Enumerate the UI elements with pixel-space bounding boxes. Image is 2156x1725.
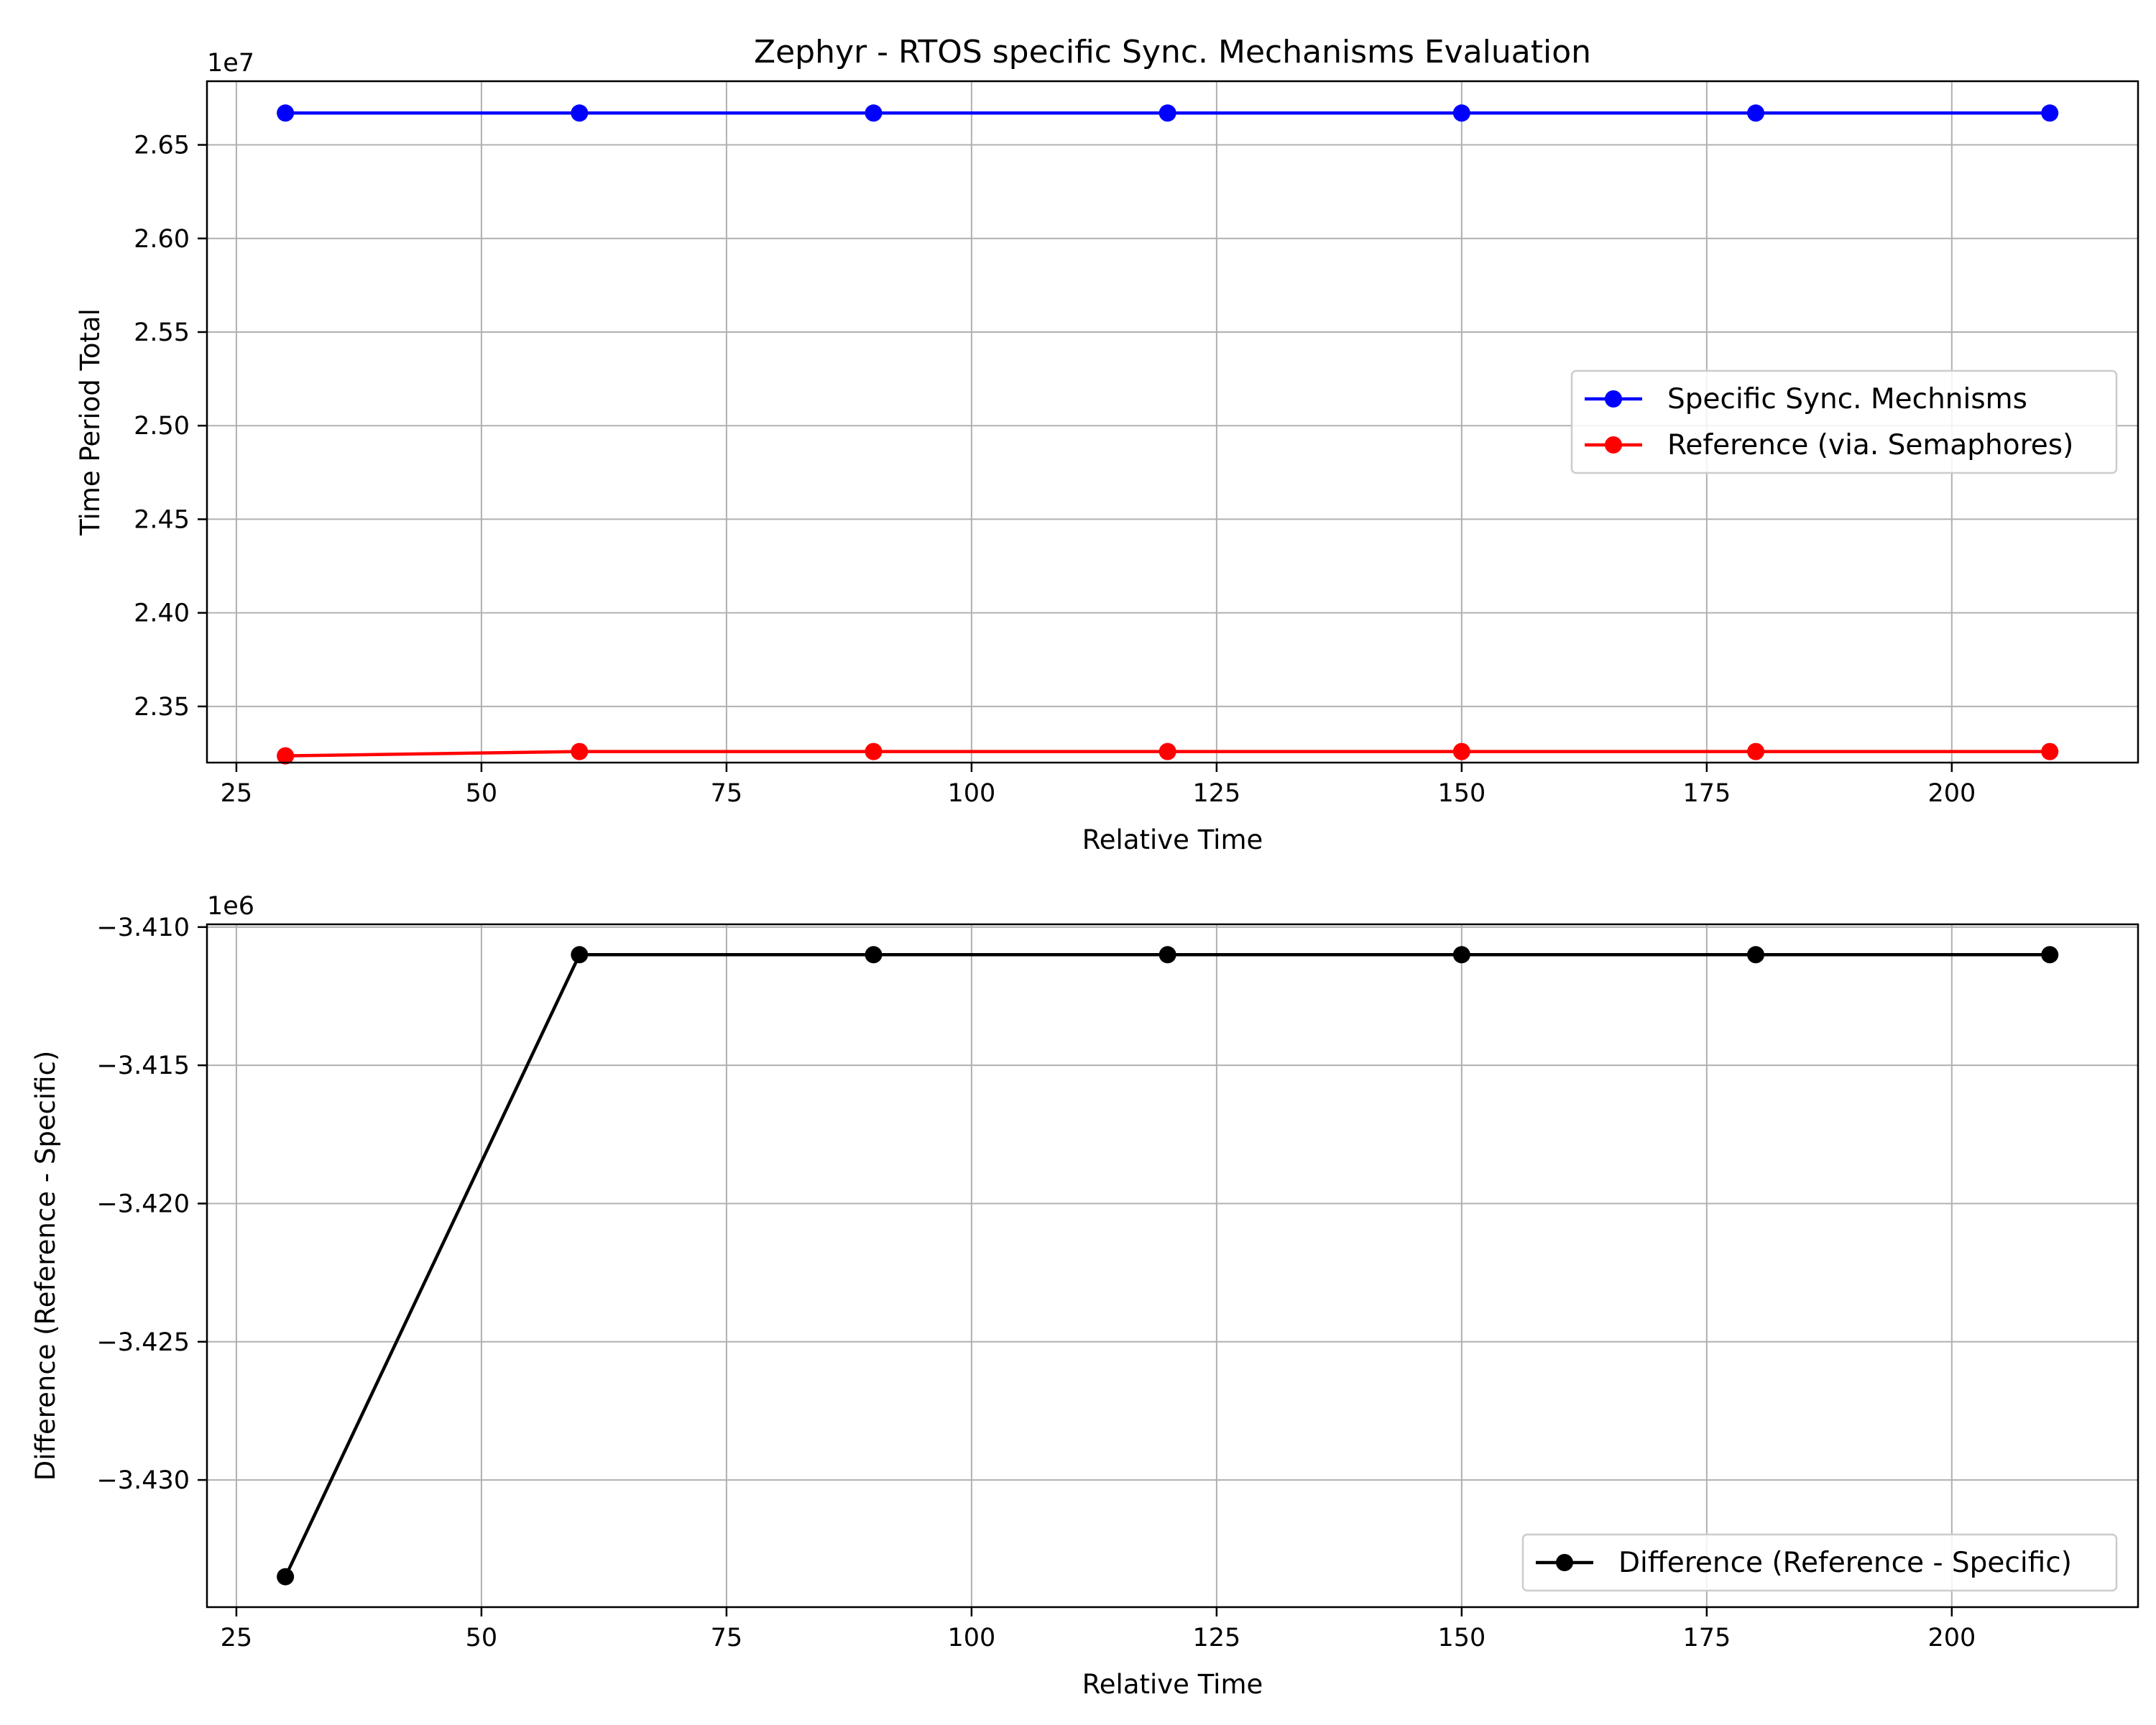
y-tick-label: −3.420 [96, 1190, 190, 1218]
y-tick-label: −3.415 [96, 1052, 190, 1080]
y-axis-label: Time Period Total [75, 308, 106, 536]
x-axis-label: Relative Time [1082, 824, 1263, 855]
x-tick-label: 150 [1437, 1624, 1485, 1652]
x-tick-label: 200 [1927, 1624, 1976, 1652]
legend-box [1521, 1533, 2118, 1592]
data-point [1452, 742, 1470, 760]
x-tick-label: 175 [1682, 779, 1731, 808]
data-point [1158, 104, 1176, 122]
y-tick-label: −3.425 [96, 1328, 190, 1357]
x-tick-label: 75 [711, 779, 743, 808]
data-point [2041, 104, 2059, 122]
y-tick-label: 2.40 [134, 599, 190, 628]
legend-marker [1605, 436, 1622, 454]
x-tick-label: 25 [221, 1624, 253, 1652]
legend-item: Difference (Reference - Specific) [1536, 1547, 2072, 1579]
x-tick-label: 200 [1927, 779, 1976, 808]
y-axis-label: Difference (Reference - Specific) [30, 1051, 61, 1481]
x-tick-label: 175 [1682, 1624, 1731, 1652]
legend-marker [1605, 390, 1622, 408]
x-tick-label: 75 [711, 1624, 743, 1652]
x-tick-label: 150 [1437, 779, 1485, 808]
x-tick-label: 25 [221, 779, 253, 808]
y-tick-label: 2.35 [134, 693, 190, 722]
chart-title: Zephyr - RTOS specific Sync. Mechanisms … [754, 34, 1591, 70]
plot-frame [206, 923, 2139, 1609]
legend: Difference (Reference - Specific) [1521, 1533, 2118, 1592]
y-tick-label: −3.430 [96, 1466, 190, 1495]
data-point [865, 104, 883, 122]
series-specific-sync-mechnisms [277, 104, 2059, 122]
legend: Specific Sync. Mechnisms Reference (via. … [1570, 369, 2118, 474]
data-point [277, 104, 295, 122]
data-point [571, 946, 589, 964]
x-tick-label: 50 [466, 1624, 498, 1652]
series-reference-via-semaphores- [277, 742, 2059, 765]
y-offset-label: 1e7 [207, 49, 254, 78]
y-tick-label: −3.410 [96, 914, 190, 942]
x-tick-label: 125 [1192, 779, 1240, 808]
x-tick-label: 125 [1192, 1624, 1240, 1652]
data-point [2041, 946, 2059, 964]
data-point [571, 104, 589, 122]
y-tick-label: 2.55 [134, 318, 190, 347]
data-point [1747, 104, 1765, 122]
data-point [571, 742, 589, 760]
data-point [2041, 742, 2059, 760]
y-tick-label: 2.65 [134, 132, 190, 160]
legend-item: Reference (via. Semaphores) [1585, 429, 2073, 461]
data-point [1452, 104, 1470, 122]
y-offset-label: 1e6 [207, 892, 254, 921]
y-tick-label: 2.45 [134, 505, 190, 534]
legend-item: Specific Sync. Mechnisms [1585, 383, 2027, 415]
grid [207, 924, 2138, 1607]
data-point [1158, 742, 1176, 760]
legend-label: Reference (via. Semaphores) [1667, 429, 2073, 461]
data-point [1452, 946, 1470, 964]
legend-label: Difference (Reference - Specific) [1618, 1547, 2072, 1579]
data-point [865, 742, 883, 760]
y-tick-label: 2.60 [134, 225, 190, 254]
x-tick-label: 50 [466, 779, 498, 808]
series-difference-reference-specific- [277, 946, 2059, 1586]
x-tick-label: 100 [947, 1624, 995, 1652]
legend-label: Specific Sync. Mechnisms [1667, 383, 2027, 415]
x-tick-label: 100 [947, 779, 995, 808]
data-point [277, 1568, 295, 1586]
data-point [1158, 946, 1176, 964]
bottom-chart-panel: 25 50 75 100 125 150 175 200 −3.430 −3.425 −3.420 −… [30, 892, 2139, 1700]
legend-box [1570, 369, 2118, 474]
x-axis-label: Relative Time [1082, 1669, 1263, 1700]
grid [207, 81, 2138, 763]
y-tick-label: 2.50 [134, 412, 190, 441]
data-point [1747, 742, 1765, 760]
plot-frame [206, 80, 2139, 764]
data-point [1747, 946, 1765, 964]
data-point [865, 946, 883, 964]
data-point [277, 747, 295, 765]
top-chart-panel: 25 50 75 100 125 150 175 200 2.35 2.40 2.45 2.50 2.5… [75, 34, 2139, 855]
legend-marker [1556, 1554, 1573, 1571]
